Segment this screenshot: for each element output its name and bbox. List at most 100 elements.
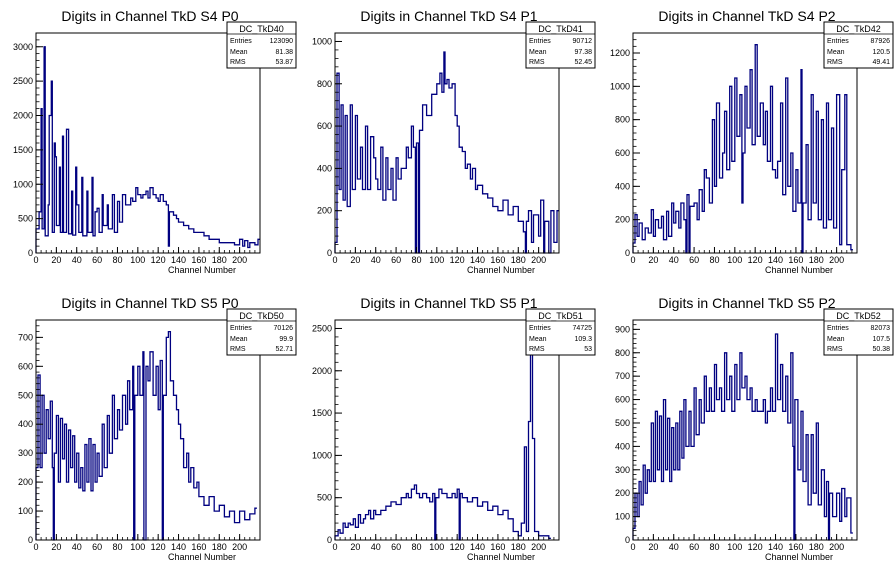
x-tick-label: 60 [92,542,102,552]
x-axis-label: Channel Number [168,552,236,562]
stats-entries-value: 82073 [871,325,891,332]
stats-rms-value: 50.38 [872,346,890,353]
x-axis-label: Channel Number [765,552,833,562]
x-tick-label: 120 [748,542,763,552]
y-tick-label: 0 [327,535,332,545]
x-tick-label: 100 [727,255,742,265]
y-tick-label: 200 [615,215,630,225]
x-tick-label: 120 [151,542,166,552]
x-tick-label: 200 [531,542,546,552]
stats-box [525,21,596,69]
x-tick-label: 60 [689,255,699,265]
x-tick-label: 200 [829,542,844,552]
x-tick-label: 0 [630,542,635,552]
y-tick-label: 0 [327,248,332,258]
x-tick-label: 200 [232,542,247,552]
x-tick-label: 160 [490,542,505,552]
x-tick-label: 160 [490,255,505,265]
x-tick-label: 200 [829,255,844,265]
x-tick-label: 100 [130,542,145,552]
y-tick-label: 600 [615,395,630,405]
stats-box [823,21,894,69]
x-tick-label: 100 [429,255,444,265]
stats-box [823,308,894,356]
x-tick-label: 160 [191,255,206,265]
y-tick-label: 0 [28,535,33,545]
stats-entries-label: Entries [230,38,252,45]
x-tick-label: 160 [788,542,803,552]
y-tick-label: 600 [615,148,630,158]
x-tick-label: 80 [411,255,421,265]
plot-frame [35,32,261,254]
y-tick-label: 200 [615,488,630,498]
stats-mean-label: Mean [827,49,845,56]
y-tick-label: 500 [18,214,33,224]
plot-frame [632,319,858,541]
y-tick-label: 0 [28,248,33,258]
stats-entries-label: Entries [827,38,849,45]
x-tick-label: 20 [51,542,61,552]
x-tick-label: 60 [689,542,699,552]
x-axis-label: Channel Number [467,265,535,275]
y-tick-label: 1500 [13,145,33,155]
y-tick-label: 800 [615,348,630,358]
y-tick-label: 500 [317,493,332,503]
stats-box [226,308,297,356]
x-tick-label: 180 [212,255,227,265]
y-tick-label: 700 [615,371,630,381]
stats-mean-value: 109.3 [574,336,592,343]
histogram-line [334,344,551,541]
stats-mean-label: Mean [827,336,845,343]
stats-name: DC_TkD40 [239,24,284,34]
y-tick-label: 1000 [610,81,630,91]
stats-entries-value: 90712 [573,38,593,45]
plot-frame [334,32,560,254]
histogram-line [334,51,559,254]
y-tick-label: 1200 [610,48,630,58]
plot-frame [334,319,560,541]
stats-rms-label: RMS [827,59,843,66]
y-tick-label: 800 [615,115,630,125]
stats-mean-value: 81.38 [275,49,293,56]
x-tick-label: 140 [768,255,783,265]
y-tick-label: 400 [18,419,33,429]
x-tick-label: 20 [51,255,61,265]
x-tick-label: 80 [112,255,122,265]
y-tick-label: 3000 [13,42,33,52]
stats-name: DC_TkD50 [239,311,284,321]
stats-name: DC_TkD41 [538,24,583,34]
x-tick-label: 100 [130,255,145,265]
x-tick-label: 160 [788,255,803,265]
x-tick-label: 80 [709,255,719,265]
x-axis-label: Channel Number [765,265,833,275]
chart-title: Digits in Channel TkD S4 P1 [360,8,537,24]
x-tick-label: 200 [232,255,247,265]
histogram-panel: Digits in Channel TkD S4 P0 0 20 40 60 80 100 1… [13,8,297,275]
stats-box [525,308,596,356]
stats-entries-value: 87926 [871,38,891,45]
y-tick-label: 2500 [13,76,33,86]
y-tick-label: 700 [18,332,33,342]
y-tick-label: 100 [615,512,630,522]
x-tick-label: 0 [630,255,635,265]
x-tick-label: 120 [748,255,763,265]
chart-title: Digits in Channel TkD S5 P1 [360,295,537,311]
x-tick-label: 180 [212,542,227,552]
x-tick-label: 140 [171,542,186,552]
x-tick-label: 80 [411,542,421,552]
x-tick-label: 60 [92,255,102,265]
x-tick-label: 140 [768,542,783,552]
stats-mean-label: Mean [230,49,248,56]
stats-rms-value: 53 [584,346,592,353]
stats-entries-value: 70126 [274,325,294,332]
x-tick-label: 200 [531,255,546,265]
x-tick-label: 40 [669,542,679,552]
y-tick-label: 800 [317,79,332,89]
y-tick-label: 500 [615,418,630,428]
histogram-panel: Digits in Channel TkD S4 P2 0 20 40 60 80 100 1… [610,8,894,275]
x-tick-label: 180 [511,255,526,265]
y-tick-label: 2500 [312,323,332,333]
y-tick-label: 400 [317,163,332,173]
stats-rms-value: 53.87 [275,59,293,66]
y-tick-label: 500 [18,390,33,400]
